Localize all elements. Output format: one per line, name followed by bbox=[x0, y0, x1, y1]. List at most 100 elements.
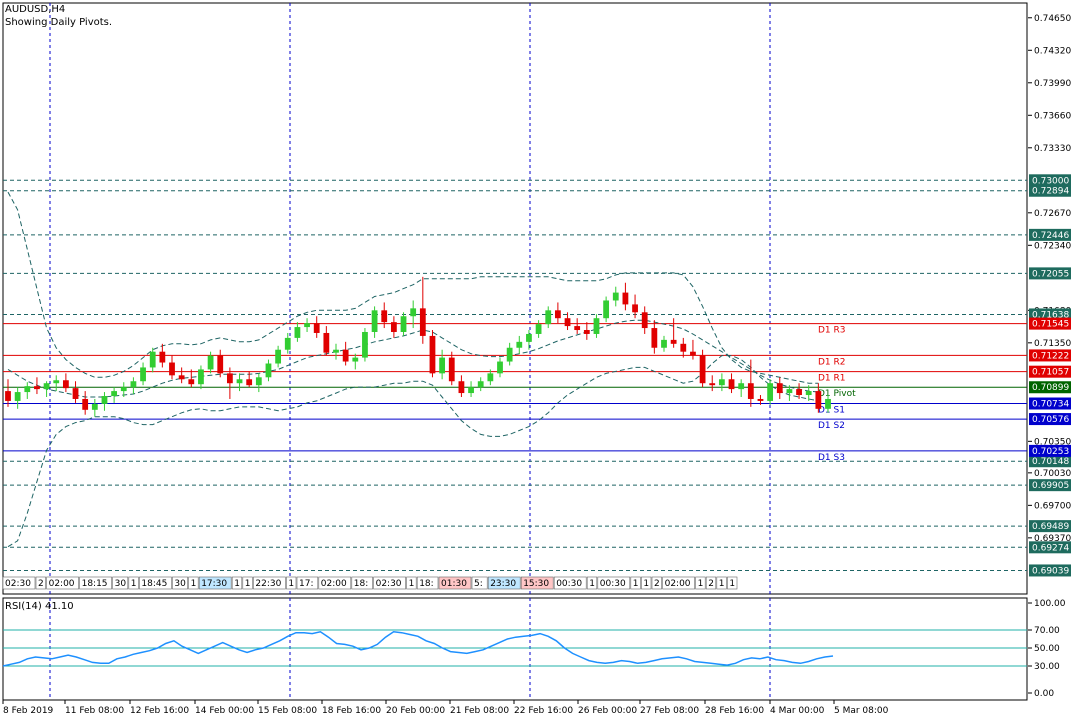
chart-title: AUDUSD,H4 bbox=[5, 4, 65, 15]
candle-body bbox=[429, 335, 436, 374]
session-box bbox=[79, 576, 112, 590]
candle-body bbox=[526, 333, 532, 342]
level-tag-label: 0.71638 bbox=[1032, 310, 1069, 320]
session-label: 1 bbox=[131, 579, 137, 589]
rsi-tick-label: 100.00 bbox=[1034, 599, 1066, 609]
time-tick-label: 22 Feb 16:00 bbox=[514, 706, 573, 716]
pivot-tag-box bbox=[1029, 381, 1071, 394]
session-box bbox=[438, 576, 472, 590]
session-box bbox=[553, 576, 587, 590]
level-tag-label: 0.72446 bbox=[1032, 231, 1069, 241]
session-box bbox=[630, 576, 641, 590]
pivot-tag-box bbox=[1029, 397, 1071, 410]
session-box bbox=[471, 576, 488, 590]
candle-body bbox=[632, 304, 638, 313]
level-tag-label: 0.70148 bbox=[1032, 457, 1069, 467]
candle-body bbox=[477, 381, 484, 388]
level-tag-box bbox=[1029, 184, 1071, 197]
candle-body bbox=[169, 362, 175, 376]
session-box bbox=[586, 576, 598, 590]
price-tick-label: 0.72670 bbox=[1034, 209, 1071, 219]
price-tick-label: 0.71350 bbox=[1034, 339, 1071, 349]
candle-body bbox=[159, 351, 166, 363]
candle-body bbox=[140, 367, 146, 382]
session-box bbox=[188, 576, 199, 590]
candle-body bbox=[564, 318, 571, 327]
session-label: 01:30 bbox=[441, 579, 467, 589]
candle-body bbox=[313, 323, 320, 333]
candle-body bbox=[178, 375, 185, 380]
candle-body bbox=[265, 363, 272, 378]
pivot-label: D1 R1 bbox=[818, 374, 846, 384]
candle-body bbox=[670, 339, 677, 344]
session-box bbox=[406, 576, 417, 590]
candle-body bbox=[497, 361, 503, 374]
session-box bbox=[727, 576, 738, 590]
session-box bbox=[487, 576, 521, 590]
session-label: 1 bbox=[633, 579, 639, 589]
rsi-tick-label: 50.00 bbox=[1034, 644, 1060, 654]
session-box bbox=[716, 576, 727, 590]
session-label: 15:30 bbox=[523, 579, 549, 589]
time-axis: 8 Feb 2019 11 Feb 08:00 12 Feb 16:00 14 Feb… bbox=[2, 700, 889, 716]
candle-body bbox=[149, 351, 156, 368]
time-tick-label: 20 Feb 00:00 bbox=[386, 706, 445, 716]
price-tick-label: 0.69370 bbox=[1034, 534, 1071, 544]
session-box bbox=[128, 576, 139, 590]
candle-body bbox=[130, 381, 137, 388]
candle-body bbox=[5, 391, 11, 401]
price-tick-label: 0.69700 bbox=[1034, 501, 1071, 511]
candle-body bbox=[593, 318, 600, 334]
level-tag-box bbox=[1029, 308, 1071, 321]
time-tick-label: 28 Feb 16:00 bbox=[705, 706, 764, 716]
session-box bbox=[242, 576, 253, 590]
candle-body bbox=[805, 391, 812, 396]
level-tag-label: 0.72055 bbox=[1032, 269, 1069, 279]
price-tick-label: 0.70030 bbox=[1034, 469, 1071, 479]
session-label: 1 bbox=[729, 579, 735, 589]
pivot-tag-label: 0.70734 bbox=[1032, 400, 1069, 410]
candle-body bbox=[622, 292, 629, 305]
pivot-label: D1 R2 bbox=[818, 357, 846, 367]
candle-body bbox=[111, 391, 118, 397]
candle-body bbox=[120, 387, 127, 392]
pivot-tag-box bbox=[1029, 365, 1071, 378]
pivot-tag-label: 0.71222 bbox=[1032, 351, 1069, 361]
session-label: 2 bbox=[38, 579, 44, 589]
session-box bbox=[351, 576, 373, 590]
level-tag-box bbox=[1029, 479, 1071, 492]
candle-body bbox=[468, 387, 474, 394]
session-box bbox=[416, 576, 439, 590]
level-tag-label: 0.72894 bbox=[1032, 187, 1069, 197]
session-label: 17:30 bbox=[201, 579, 227, 589]
session-box bbox=[641, 576, 652, 590]
session-box bbox=[231, 576, 243, 590]
session-box bbox=[318, 576, 352, 590]
candle-body bbox=[680, 343, 687, 352]
candle-body bbox=[62, 380, 69, 389]
pivot-label: D1 Pivot bbox=[818, 389, 856, 399]
price-tick-label: 0.72340 bbox=[1034, 241, 1071, 251]
session-label: 1 bbox=[698, 579, 704, 589]
main-price-pane[interactable]: 0.74650 0.74320 0.73990 0.73660 0.73330 0.726… bbox=[2, 2, 1071, 595]
time-tick-label: 5 Mar 08:00 bbox=[834, 706, 889, 716]
session-label: 02:30 bbox=[5, 579, 31, 589]
pivot-tag-box bbox=[1029, 349, 1071, 362]
candle-body bbox=[786, 389, 793, 394]
candle-body bbox=[275, 349, 282, 364]
rsi-tick-label: 30.00 bbox=[1034, 662, 1060, 672]
session-box bbox=[198, 576, 232, 590]
rsi-pane[interactable]: 100.00 70.00 50.00 30.00 0.00 bbox=[2, 597, 1066, 701]
level-tag-label: 0.69905 bbox=[1032, 481, 1069, 491]
candle-body bbox=[747, 383, 754, 399]
candle-body bbox=[304, 323, 310, 328]
candle-body bbox=[776, 383, 783, 394]
candle-body bbox=[390, 322, 397, 332]
time-tick-label: 26 Feb 00:00 bbox=[578, 706, 637, 716]
candle-body bbox=[603, 300, 610, 319]
candle-body bbox=[207, 355, 214, 370]
session-box bbox=[46, 576, 79, 590]
pivot-label: D1 R3 bbox=[818, 326, 846, 336]
time-tick-label: 4 Mar 00:00 bbox=[770, 706, 825, 716]
